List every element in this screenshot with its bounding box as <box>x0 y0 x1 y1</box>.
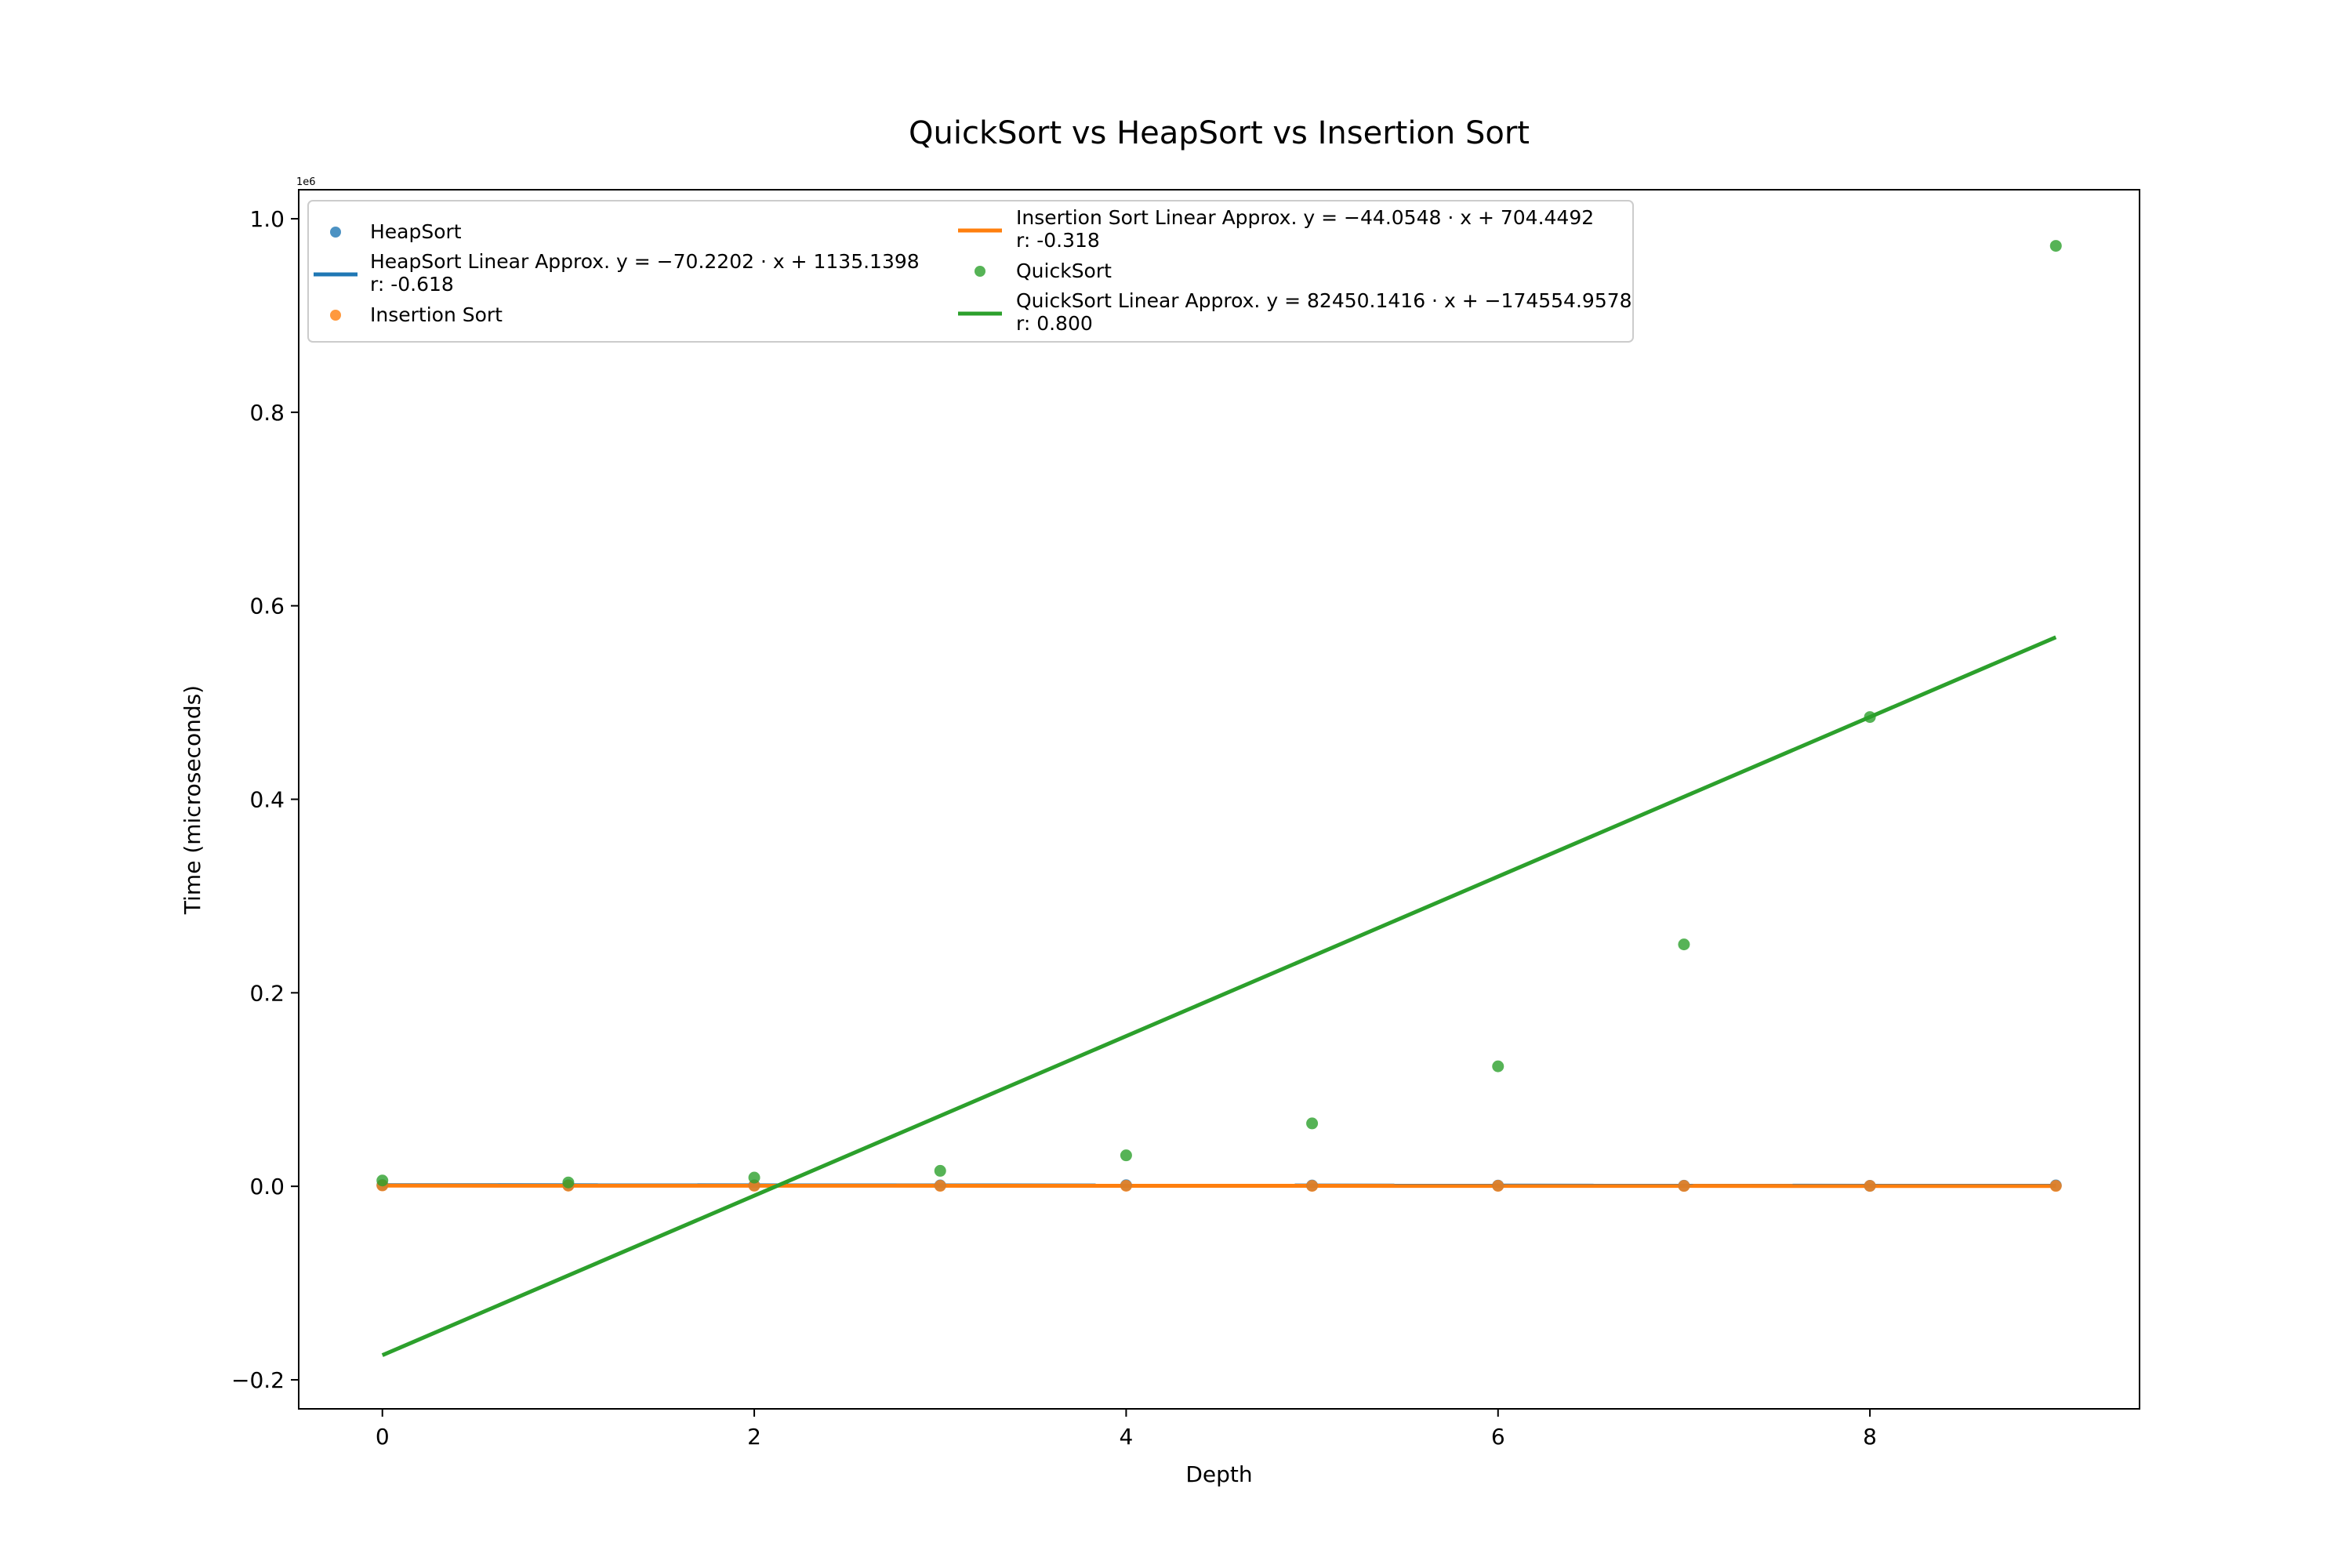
point-insertion-sort <box>934 1180 946 1192</box>
y-tick-label: 0.6 <box>249 593 285 619</box>
y-axis-label: Time (microseconds) <box>180 685 205 915</box>
legend-label-insertion-fit: Insertion Sort Linear Approx. y = −44.054… <box>1016 206 1594 229</box>
legend-heapsort-fit-name: HeapSort Linear Approx. <box>370 250 610 273</box>
point-quicksort <box>562 1176 575 1189</box>
legend-label-quicksort-fit: QuickSort Linear Approx. y = 82450.1416 ·… <box>1016 289 1632 312</box>
legend-heapsort-fit-equation: y = −70.2202 · x + 1135.1398 <box>616 250 920 273</box>
point-quicksort <box>1864 711 1876 724</box>
point-quicksort <box>1306 1117 1319 1130</box>
legend-marker-heapsort <box>330 227 341 238</box>
x-tick-label: 8 <box>1863 1424 1877 1450</box>
y-tick-label: 0.0 <box>249 1174 285 1200</box>
plot-frame <box>298 189 2140 1410</box>
point-insertion-sort <box>1492 1180 1504 1192</box>
legend-marker-insertion <box>330 310 341 321</box>
chart-title: QuickSort vs HeapSort vs Insertion Sort <box>909 115 1530 151</box>
legend-quicksort-fit-name: QuickSort Linear Approx. <box>1016 289 1260 312</box>
legend-label-heapsort: HeapSort <box>370 220 462 243</box>
x-tick-label: 0 <box>376 1424 390 1450</box>
y-tick-label: 0.8 <box>249 400 285 426</box>
point-insertion-sort <box>748 1179 760 1192</box>
point-insertion-sort <box>1678 1180 1690 1192</box>
x-tick-label: 2 <box>747 1424 761 1450</box>
point-quicksort <box>748 1171 760 1184</box>
legend-r-quicksort: r: 0.800 <box>1016 312 1093 335</box>
fit-line-quicksort-linear-approx <box>381 635 2057 1357</box>
x-tick-label: 4 <box>1120 1424 1134 1450</box>
point-insertion-sort <box>2049 1180 2062 1192</box>
point-quicksort <box>376 1174 389 1187</box>
y-scale-label: 1e6 <box>296 176 316 188</box>
point-quicksort <box>1492 1060 1504 1073</box>
legend-quicksort-fit-equation: y = 82450.1416 · x + −174554.9578 <box>1266 289 1632 312</box>
legend-label-insertion: Insertion Sort <box>370 303 503 326</box>
y-axis-ticks: −0.2 0.0 0.2 0.4 0.6 0.8 1.0 <box>231 206 299 1393</box>
point-quicksort <box>1120 1149 1132 1162</box>
point-insertion-sort <box>1864 1180 1876 1192</box>
legend-r-insertion: r: -0.318 <box>1016 229 1100 252</box>
legend-r-heapsort: r: -0.618 <box>370 273 454 296</box>
x-axis-ticks: 0 2 4 6 8 <box>376 1409 1877 1450</box>
legend-insertion-fit-name: Insertion Sort Linear Approx. <box>1016 206 1297 229</box>
x-axis-label: Depth <box>1185 1461 1252 1487</box>
point-insertion-sort <box>1120 1179 1132 1192</box>
legend-box <box>307 200 1634 343</box>
legend: HeapSort HeapSort Linear Approx. y = −70.… <box>307 200 1634 343</box>
legend-insertion-fit-equation: y = −44.0548 · x + 704.4492 <box>1303 206 1594 229</box>
y-tick-label: −0.2 <box>231 1367 285 1393</box>
y-tick-label: 1.0 <box>249 206 285 232</box>
legend-label-heapsort-fit: HeapSort Linear Approx. y = −70.2202 · x … <box>370 250 920 273</box>
y-tick-label: 0.2 <box>249 980 285 1006</box>
legend-marker-quicksort <box>975 266 985 277</box>
point-quicksort <box>1678 938 1690 951</box>
point-quicksort <box>934 1164 946 1177</box>
point-quicksort <box>2049 240 2062 252</box>
x-tick-label: 6 <box>1491 1424 1505 1450</box>
y-tick-label: 0.4 <box>249 787 285 813</box>
plot-area <box>376 240 2062 1357</box>
legend-label-quicksort: QuickSort <box>1016 260 1112 282</box>
point-insertion-sort <box>1306 1180 1319 1192</box>
